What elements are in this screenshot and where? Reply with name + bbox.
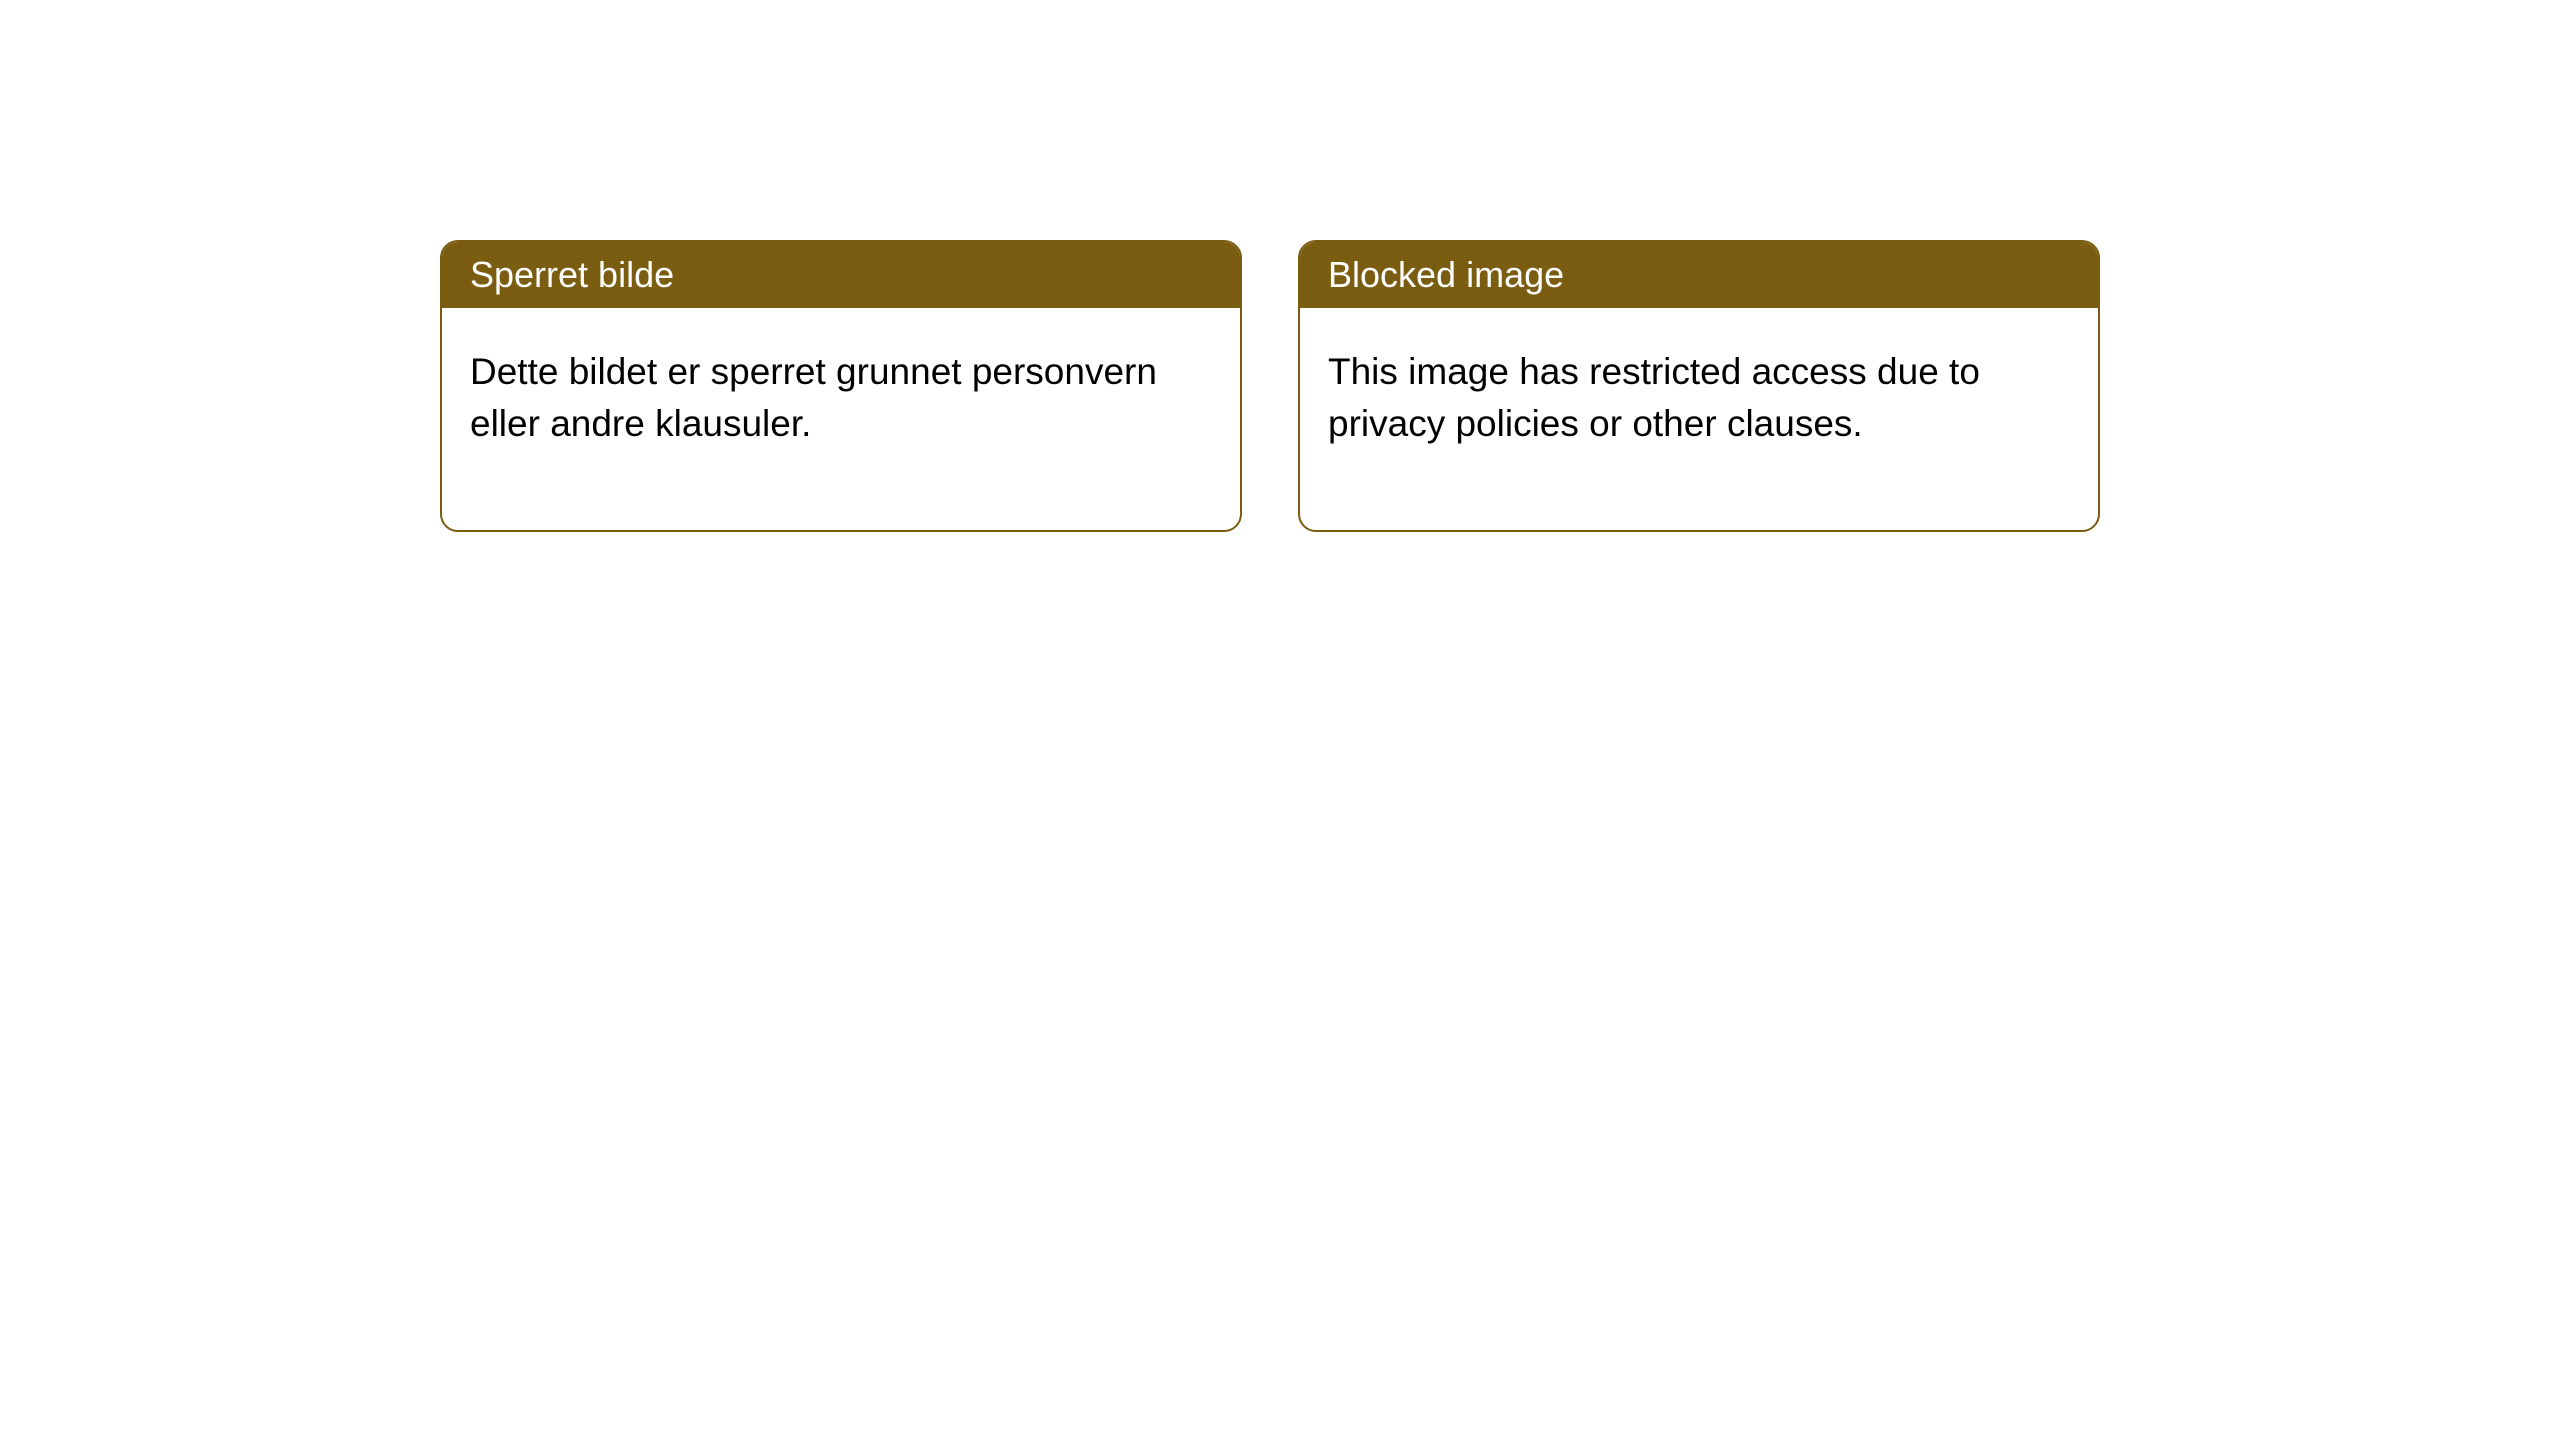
notice-card-text: Dette bildet er sperret grunnet personve… [470,351,1157,444]
notice-card-text: This image has restricted access due to … [1328,351,1980,444]
notice-card-header: Blocked image [1300,242,2098,308]
notice-card-header: Sperret bilde [442,242,1240,308]
notice-container: Sperret bilde Dette bildet er sperret gr… [0,0,2560,532]
notice-card-norwegian: Sperret bilde Dette bildet er sperret gr… [440,240,1242,532]
notice-card-body: This image has restricted access due to … [1300,308,2098,530]
notice-card-body: Dette bildet er sperret grunnet personve… [442,308,1240,530]
notice-card-english: Blocked image This image has restricted … [1298,240,2100,532]
notice-card-title: Blocked image [1328,254,1564,295]
notice-card-title: Sperret bilde [470,254,674,295]
